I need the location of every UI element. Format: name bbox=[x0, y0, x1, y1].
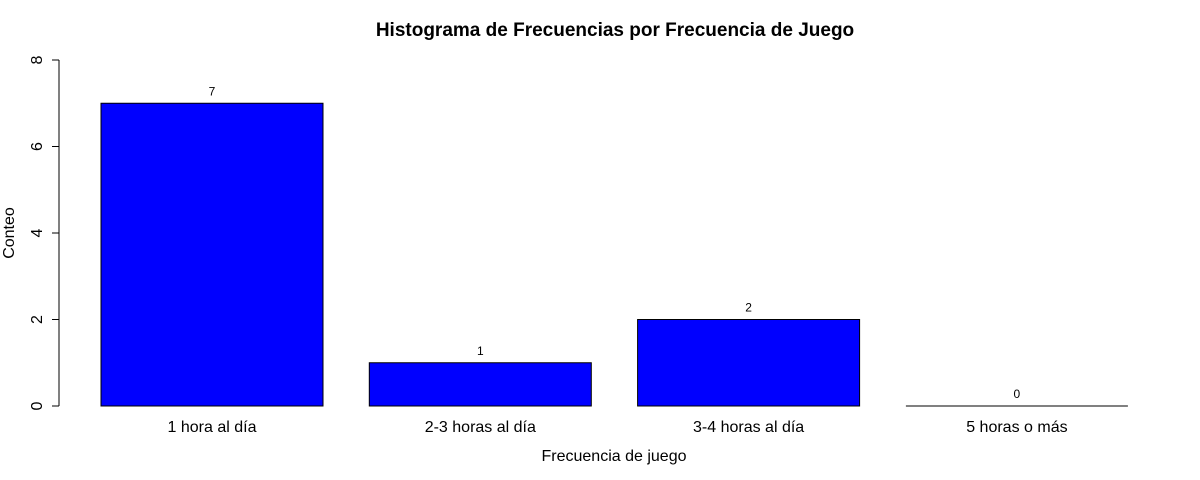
bar bbox=[368, 362, 592, 407]
bar bbox=[100, 102, 324, 407]
x-axis-label: Frecuencia de juego bbox=[542, 448, 687, 465]
bars: 7 1 2 0 bbox=[100, 84, 1128, 407]
x-tick-labels: 1 hora al día 2-3 horas al día 3-4 horas a… bbox=[168, 419, 1068, 436]
x-tick-label: 3-4 horas al día bbox=[693, 419, 804, 436]
y-tick-label: 0 bbox=[29, 401, 46, 410]
y-tick-label: 8 bbox=[29, 55, 46, 64]
y-tick-label: 2 bbox=[29, 315, 46, 324]
bar-value-label: 1 bbox=[477, 344, 484, 358]
x-tick-label: 2-3 horas al día bbox=[425, 419, 536, 436]
x-tick-label: 1 hora al día bbox=[168, 419, 257, 436]
y-tick-label: 4 bbox=[29, 228, 46, 237]
y-tick-label: 6 bbox=[29, 142, 46, 151]
chart-title: Histograma de Frecuencias por Frecuencia… bbox=[376, 20, 854, 41]
y-axis: 0 2 4 6 8 bbox=[29, 55, 60, 410]
bar-value-label: 7 bbox=[209, 84, 216, 98]
bar bbox=[637, 319, 861, 407]
bar-value-label: 2 bbox=[745, 301, 752, 315]
bar-value-label: 0 bbox=[1014, 387, 1021, 401]
y-axis-label: Conteo bbox=[1, 207, 18, 259]
x-tick-label: 5 horas o más bbox=[966, 419, 1067, 436]
